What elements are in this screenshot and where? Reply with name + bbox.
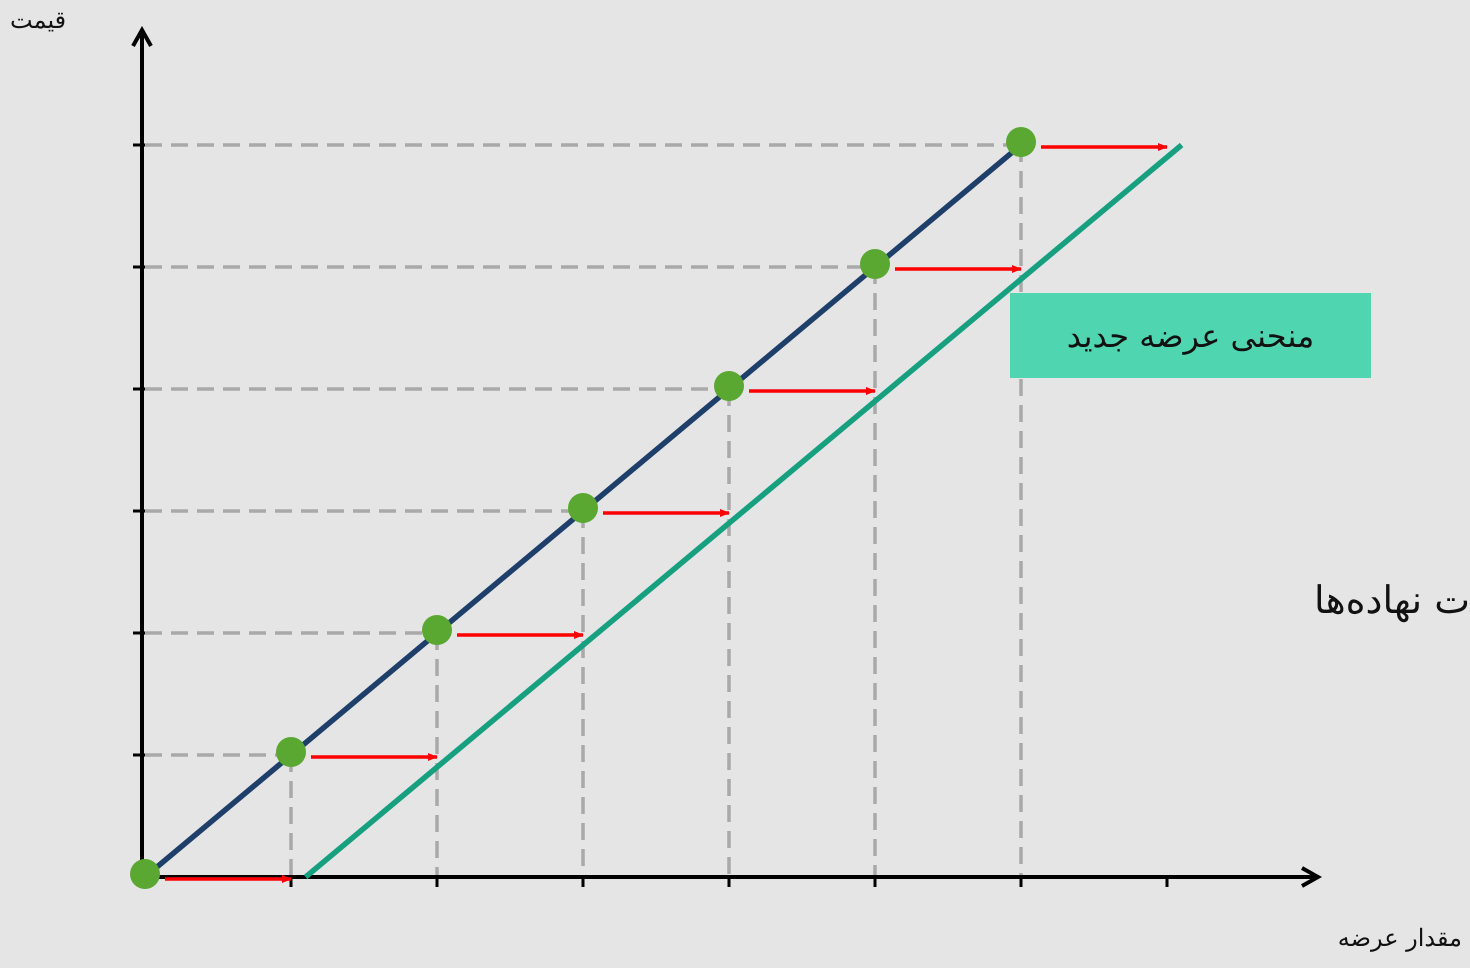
supply-point [568,493,598,523]
y-axis-label: قیمت [10,6,67,34]
side-caption: ت نهاده‌ها [1314,578,1470,622]
supply-point [422,615,452,645]
supply-point [276,737,306,767]
supply-point [1006,127,1036,157]
supply-point [714,371,744,401]
supply-point [130,859,160,889]
supply-point [860,249,890,279]
new-supply-curve-label: منحنی عرضه جدید [1010,293,1371,378]
x-axis-label: مقدار عرضه [1337,924,1462,952]
new-supply-curve-text: منحنی عرضه جدید [1066,316,1315,355]
new-supply-line [303,142,1184,880]
